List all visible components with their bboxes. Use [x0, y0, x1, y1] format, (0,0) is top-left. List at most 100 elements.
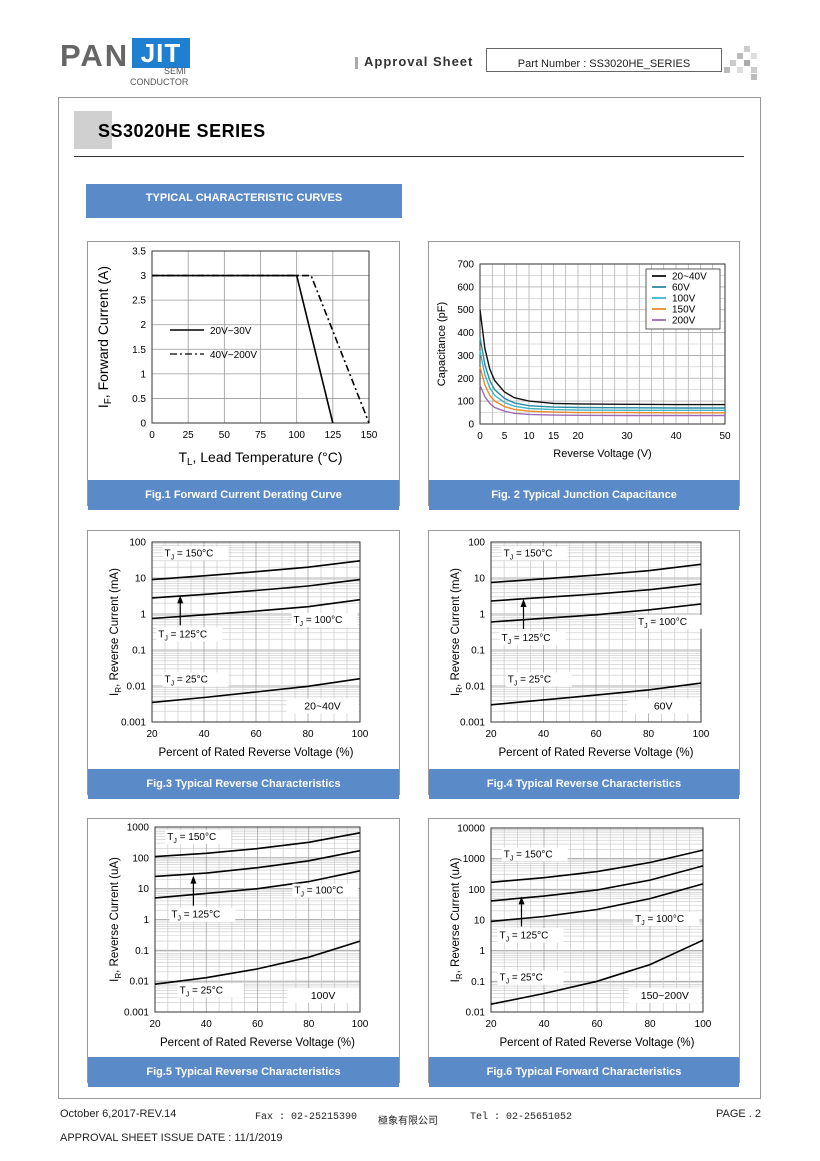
x-tick-label: 80 — [643, 729, 655, 740]
x-tick-label: 60 — [252, 1019, 264, 1030]
x-tick-label: 40 — [201, 1019, 213, 1030]
x-tick-label: 20 — [572, 431, 584, 442]
note-background — [286, 698, 359, 714]
x-tick-label: 20 — [485, 1019, 497, 1030]
y-tick-label: 1 — [140, 369, 146, 380]
series-line — [490, 939, 704, 1005]
y-tick-label: 1 — [479, 946, 485, 957]
plot-area — [151, 541, 361, 723]
label-background — [292, 883, 359, 898]
curve-label: TJ = 100°C — [638, 617, 687, 630]
label-background — [162, 672, 229, 687]
label-background — [633, 911, 700, 926]
series-line — [490, 849, 704, 884]
y-axis-label: IR, Reverse Current (uA) — [450, 857, 464, 982]
plot-area — [490, 827, 704, 1013]
y-tick-label: 0.001 — [121, 718, 146, 729]
fig6-caption: Fig.6 Typical Forward Characteristics — [429, 1057, 739, 1087]
y-tick-label: 0 — [468, 420, 474, 431]
label-background — [169, 907, 236, 922]
voltage-note: 100V — [311, 990, 336, 1002]
curve-label: TJ = 100°C — [293, 615, 342, 628]
curve-label: TJ = 150°C — [167, 832, 216, 845]
voltage-note: 150~200V — [641, 990, 689, 1002]
y-tick-label: 500 — [457, 305, 474, 316]
series-line — [151, 560, 361, 581]
x-tick-label: 100 — [695, 1019, 712, 1030]
y-tick-label: 10 — [135, 574, 147, 585]
x-tick-label: 0 — [477, 431, 483, 442]
x-tick-label: 25 — [183, 430, 195, 441]
x-axis-label: Percent of Rated Reverse Voltage (%) — [499, 747, 694, 759]
y-tick-label: 0.001 — [124, 1008, 149, 1019]
y-axis-label-group: IR, Reverse Current (uA) — [109, 857, 123, 982]
y-tick-label: 300 — [457, 351, 474, 362]
x-tick-label: 40 — [538, 1019, 550, 1030]
label-background — [156, 627, 223, 642]
series-line — [479, 309, 725, 406]
y-axis-label-group: IF, Forward Current (A) — [95, 266, 114, 408]
y-tick-label: 0 — [140, 419, 146, 430]
y-tick-label: 1000 — [463, 854, 486, 865]
curve-label: TJ = 125°C — [499, 930, 548, 943]
fig1-caption: Fig.1 Forward Current Derating Curve — [88, 480, 399, 510]
logo-conductor-text: CONDUCTOR — [130, 77, 189, 87]
series-line — [490, 883, 704, 923]
legend-label: 60V — [672, 283, 690, 294]
x-tick-label: 60 — [250, 729, 262, 740]
label-background — [497, 970, 564, 985]
figure-panel-5: 0.001 0.01 0.1 1 10 100 1000 20 40 60 80 100 Percent… — [87, 818, 400, 1087]
x-axis-label: Percent of Rated Reverse Voltage (%) — [160, 1037, 355, 1049]
series-line — [151, 598, 361, 620]
figure-panel-6: 0.01 0.1 1 10 100 1000 10000 20 40 60 80 100 Percent… — [428, 818, 740, 1087]
y-axis-label-group: IR, Reverse Current (uA) — [450, 857, 464, 982]
x-tick-label: 50 — [219, 430, 231, 441]
legend-label: 20~40V — [672, 272, 707, 283]
series-line — [154, 940, 361, 985]
fig2-caption: Fig. 2 Typical Junction Capacitance — [429, 480, 739, 510]
x-tick-label: 125 — [324, 430, 341, 441]
label-background — [501, 546, 568, 561]
title-divider — [74, 156, 744, 157]
series-line — [151, 578, 361, 599]
x-axis-label: TL, Lead Temperature (°C) — [178, 449, 342, 468]
fig4-caption: Fig.4 Typical Reverse Characteristics — [429, 769, 739, 799]
figure-panel-1: 0 0.5 1 1.5 2 2.5 3 3.5 0 25 50 75 100 125 150 TL, Lead… — [87, 241, 400, 510]
curve-label: TJ = 100°C — [635, 914, 684, 927]
legend-box — [645, 268, 721, 330]
legend-label: 40V~200V — [210, 350, 257, 361]
y-tick-label: 100 — [468, 538, 485, 549]
y-tick-label: 3.5 — [132, 247, 146, 258]
plot-area — [479, 263, 726, 425]
page-title: SS3020HE SERIES — [98, 121, 266, 141]
series-line — [154, 870, 361, 899]
decorative-squares-icon — [724, 46, 757, 80]
x-tick-label: 15 — [548, 431, 560, 442]
series-line — [154, 849, 361, 878]
x-tick-label: 0 — [149, 430, 155, 441]
series-line — [479, 384, 725, 417]
figure-panel-4: 0.001 0.01 0.1 1 10 100 20 40 60 80 100 Percent of … — [428, 530, 740, 799]
fig3-caption: Fig.3 Typical Reverse Characteristics — [88, 769, 399, 799]
x-tick-label: 30 — [621, 431, 633, 442]
plot-area — [151, 250, 370, 424]
series-line — [490, 583, 702, 602]
y-tick-label: 3 — [140, 271, 146, 282]
y-tick-label: 700 — [457, 260, 474, 271]
issue-date-text: APPROVAL SHEET ISSUE DATE : 11/1/2019 — [60, 1132, 283, 1144]
legend-label: 150V — [672, 305, 696, 316]
x-tick-label: 40 — [670, 431, 682, 442]
fig2-chart: 0 100 200 300 400 500 600 700 0 5 10 15 20 30 40 50 Reve… — [436, 260, 731, 461]
x-tick-label: 20 — [146, 729, 158, 740]
title-accent-block — [74, 111, 112, 149]
note-background — [628, 988, 701, 1004]
series-line — [479, 366, 725, 414]
arrow-head-icon — [518, 896, 525, 905]
y-tick-label: 0.01 — [466, 1008, 486, 1019]
x-tick-label: 10 — [523, 431, 535, 442]
y-tick-label: 600 — [457, 282, 474, 293]
y-tick-label: 0.1 — [471, 646, 485, 657]
fax-text: Fax : 02-25215390 — [255, 1112, 358, 1123]
plot-area — [154, 826, 361, 1013]
